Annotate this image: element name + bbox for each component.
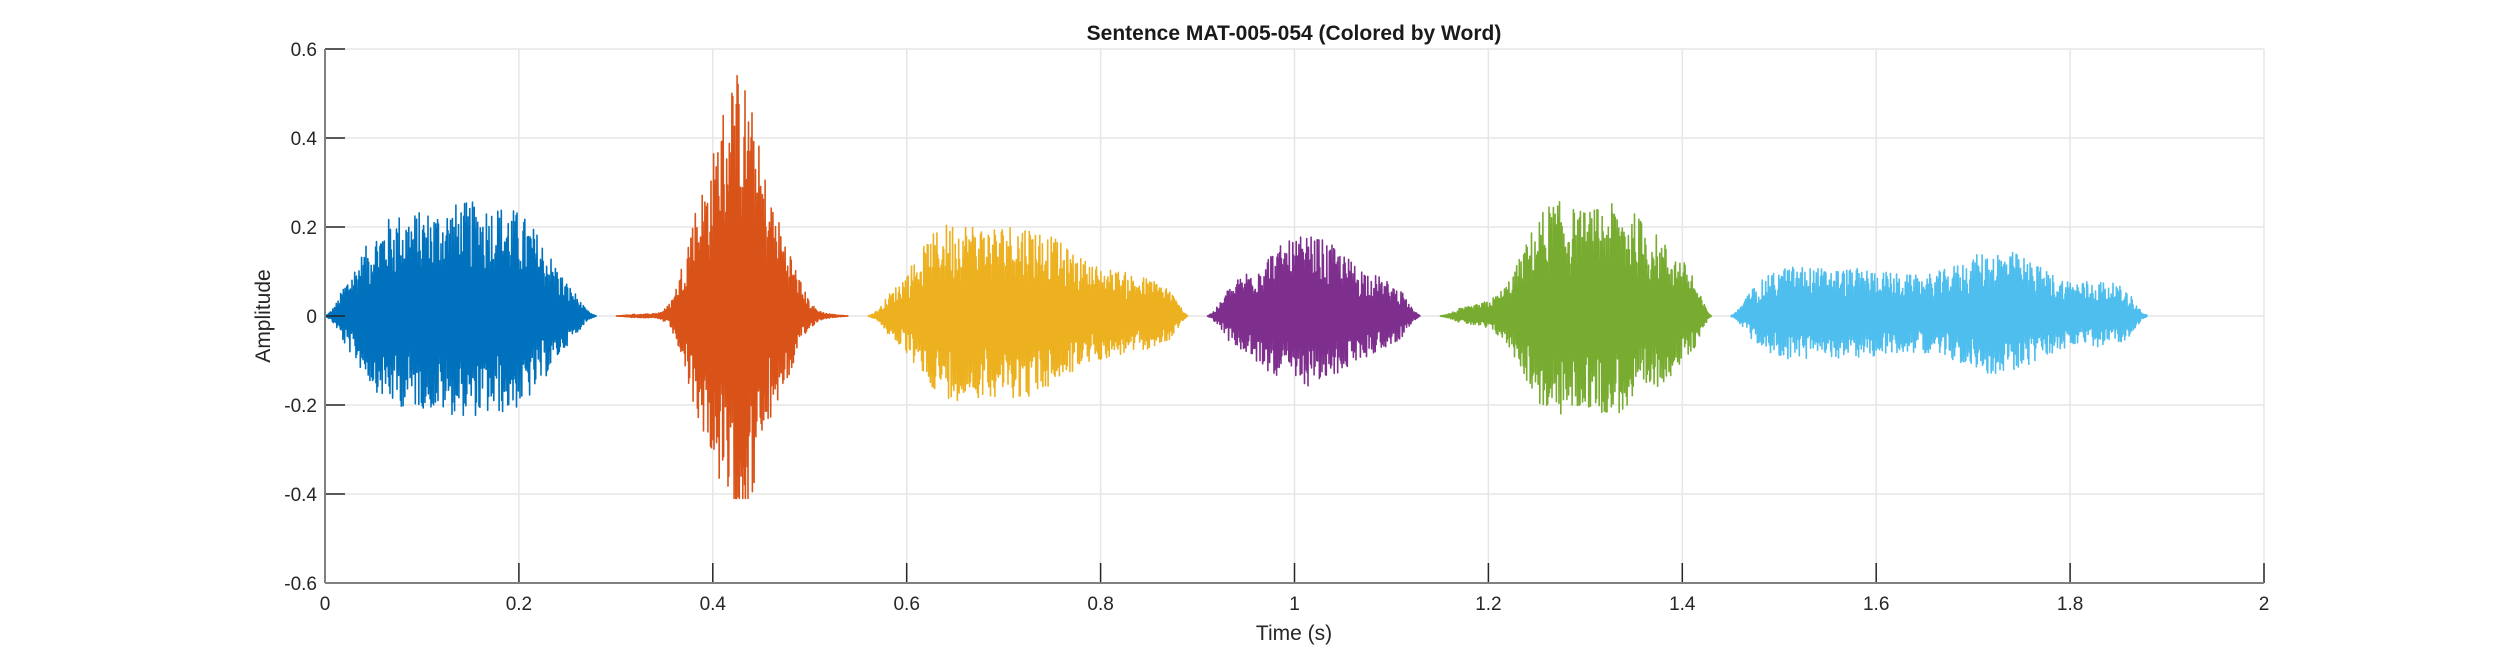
y-tick-label: 0 [306, 307, 317, 328]
x-tick-label: 0.4 [700, 594, 727, 615]
x-tick-label: 0.2 [506, 594, 532, 615]
waveform-word-3 [867, 224, 1189, 402]
x-tick-label: 0.8 [1087, 594, 1113, 615]
y-axis-label: Amplitude [252, 269, 275, 362]
x-tick-label: 1.8 [2057, 594, 2083, 615]
waveform-word-5 [1439, 201, 1713, 415]
waveforms [324, 74, 2149, 500]
axes [324, 48, 2265, 584]
y-tick-label: 0.4 [291, 129, 318, 150]
x-tick-label: 1.2 [1475, 594, 1501, 615]
chart-title: Sentence MAT-005-054 (Colored by Word) [1087, 22, 1502, 45]
waveform-word-2 [615, 74, 849, 500]
x-tick-label: 0.6 [893, 594, 919, 615]
x-tick-label: 2 [2259, 594, 2270, 615]
x-axis-label: Time (s) [1256, 622, 1332, 645]
y-tick-label: 0.2 [291, 218, 317, 239]
y-tick-label: -0.6 [284, 574, 317, 595]
x-tick-label: 1 [1289, 594, 1300, 615]
tick-labels: 0 0.2 0.4 0.6 0.8 1 1.2 1.4 1.6 1.8 2 -0.6 -0.4 -0.2 0… [284, 40, 2269, 615]
waveform-word-6 [1730, 251, 2149, 375]
x-tick-label: 1.6 [1863, 594, 1889, 615]
x-tick-label: 1.4 [1669, 594, 1696, 615]
y-tick-label: 0.6 [291, 40, 317, 61]
y-tick-label: -0.2 [284, 396, 317, 417]
waveform-word-1 [324, 201, 597, 417]
x-tick-label: 0 [320, 594, 331, 615]
waveform-word-4 [1206, 236, 1421, 387]
y-tick-label: -0.4 [284, 485, 317, 506]
